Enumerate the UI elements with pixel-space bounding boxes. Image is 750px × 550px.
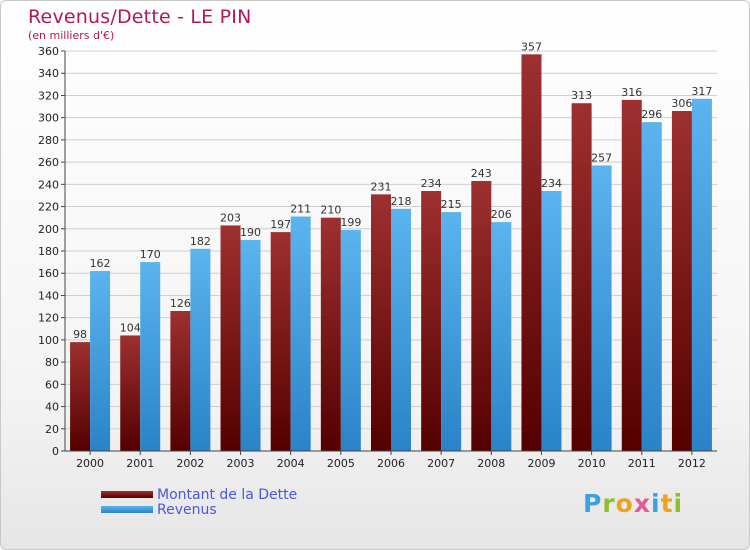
bar-revenue [290, 216, 311, 451]
bar-revenue [190, 248, 211, 451]
bar-debt [70, 342, 91, 451]
bar-debt [621, 99, 642, 451]
x-tick-label: 2001 [126, 457, 154, 470]
y-tick-label: 40 [45, 401, 59, 414]
data-label-revenue: 190 [240, 226, 261, 239]
data-label-debt: 197 [270, 218, 291, 231]
data-label-revenue: 162 [90, 257, 111, 270]
x-tick-label: 2004 [277, 457, 305, 470]
data-label-debt: 234 [421, 177, 442, 190]
data-label-revenue: 182 [190, 235, 211, 248]
bar-debt [571, 103, 592, 451]
data-label-debt: 313 [571, 89, 592, 102]
bar-debt [220, 225, 241, 451]
legend-swatch-debt [101, 491, 153, 498]
x-tick-label: 2008 [477, 457, 505, 470]
x-tick-label: 2009 [527, 457, 555, 470]
bar-revenue [591, 165, 612, 451]
chart-subtitle: (en milliers d'€) [28, 29, 115, 42]
x-tick-label: 2012 [678, 457, 706, 470]
x-tick-label: 2011 [628, 457, 656, 470]
bar-debt [120, 335, 141, 451]
bar-revenue [391, 208, 411, 451]
y-tick-label: 60 [45, 378, 59, 391]
axes: 0 20 40 60 80 100 120 140 160 180 200 220 240 260 280 3… [38, 45, 717, 470]
bar-revenue [90, 271, 111, 451]
legend-label-revenue: Revenus [157, 501, 217, 518]
x-tick-label: 2007 [427, 457, 455, 470]
bar-revenue [240, 239, 261, 451]
bar-revenue [641, 122, 662, 451]
bar-debt [170, 311, 191, 451]
data-label-debt: 126 [170, 297, 191, 310]
x-tick-label: 2002 [176, 457, 204, 470]
data-label-debt: 203 [220, 211, 241, 224]
data-label-revenue: 234 [541, 177, 562, 190]
y-tick-label: 120 [38, 312, 59, 325]
y-tick-label: 320 [38, 89, 59, 102]
data-label-revenue: 218 [391, 195, 412, 208]
bar-debt [320, 217, 341, 451]
y-tick-label: 260 [38, 156, 59, 169]
bar-revenue [491, 222, 512, 451]
y-tick-label: 0 [52, 445, 59, 458]
y-tick-label: 280 [38, 134, 59, 147]
y-tick-label: 220 [38, 201, 59, 214]
data-label-revenue: 215 [441, 198, 462, 211]
chart-title: Revenus/Dette - LE PIN [28, 6, 252, 28]
y-tick-label: 200 [38, 223, 59, 236]
x-tick-label: 2000 [76, 457, 104, 470]
data-label-revenue: 317 [691, 85, 712, 98]
bar-debt [421, 191, 442, 451]
y-tick-label: 180 [38, 245, 59, 258]
x-tick-label: 2003 [227, 457, 255, 470]
legend-swatch-revenue [101, 506, 153, 513]
data-label-debt: 231 [371, 180, 392, 193]
y-tick-label: 160 [38, 267, 59, 280]
legend-item-revenue: Revenus [101, 501, 297, 518]
legend: Montant de la Dette Revenus [101, 486, 298, 518]
bars [70, 54, 712, 452]
y-tick-label: 300 [38, 112, 59, 125]
data-label-revenue: 257 [591, 151, 612, 164]
bar-revenue [140, 262, 161, 451]
legend-item-debt: Montant de la Dette [101, 486, 298, 503]
legend-label-debt: Montant de la Dette [157, 486, 298, 503]
data-label-revenue: 211 [290, 203, 311, 216]
data-label-debt: 306 [671, 97, 692, 110]
data-label-debt: 104 [120, 321, 141, 334]
x-tick-label: 2010 [578, 457, 606, 470]
bar-revenue [441, 212, 462, 451]
data-label-debt: 243 [471, 167, 492, 180]
bar-debt [371, 194, 391, 452]
data-label-debt: 357 [521, 40, 542, 53]
bar-debt [521, 54, 542, 451]
bar-revenue [691, 98, 712, 452]
y-tick-label: 80 [45, 356, 59, 369]
data-label-revenue: 199 [340, 216, 361, 229]
x-tick-label: 2005 [327, 457, 355, 470]
data-label-revenue: 296 [641, 108, 662, 121]
y-tick-label: 100 [38, 334, 59, 347]
data-label-debt: 316 [621, 86, 642, 99]
data-label-debt: 210 [320, 204, 341, 217]
data-label-revenue: 206 [491, 208, 512, 221]
data-label-revenue: 170 [140, 248, 161, 261]
x-tick-label: 2006 [377, 457, 405, 470]
y-tick-label: 360 [38, 45, 59, 58]
bar-debt [471, 181, 492, 451]
y-tick-label: 20 [45, 423, 59, 436]
data-label-debt: 98 [73, 328, 87, 341]
bar-debt [671, 111, 692, 451]
y-tick-label: 140 [38, 289, 59, 302]
bar-debt [270, 232, 291, 451]
bar-revenue [340, 229, 361, 451]
proxiti-logo: Proxiti [583, 489, 684, 518]
y-tick-label: 340 [38, 67, 59, 80]
y-tick-label: 240 [38, 178, 59, 191]
bar-revenue [541, 191, 562, 451]
